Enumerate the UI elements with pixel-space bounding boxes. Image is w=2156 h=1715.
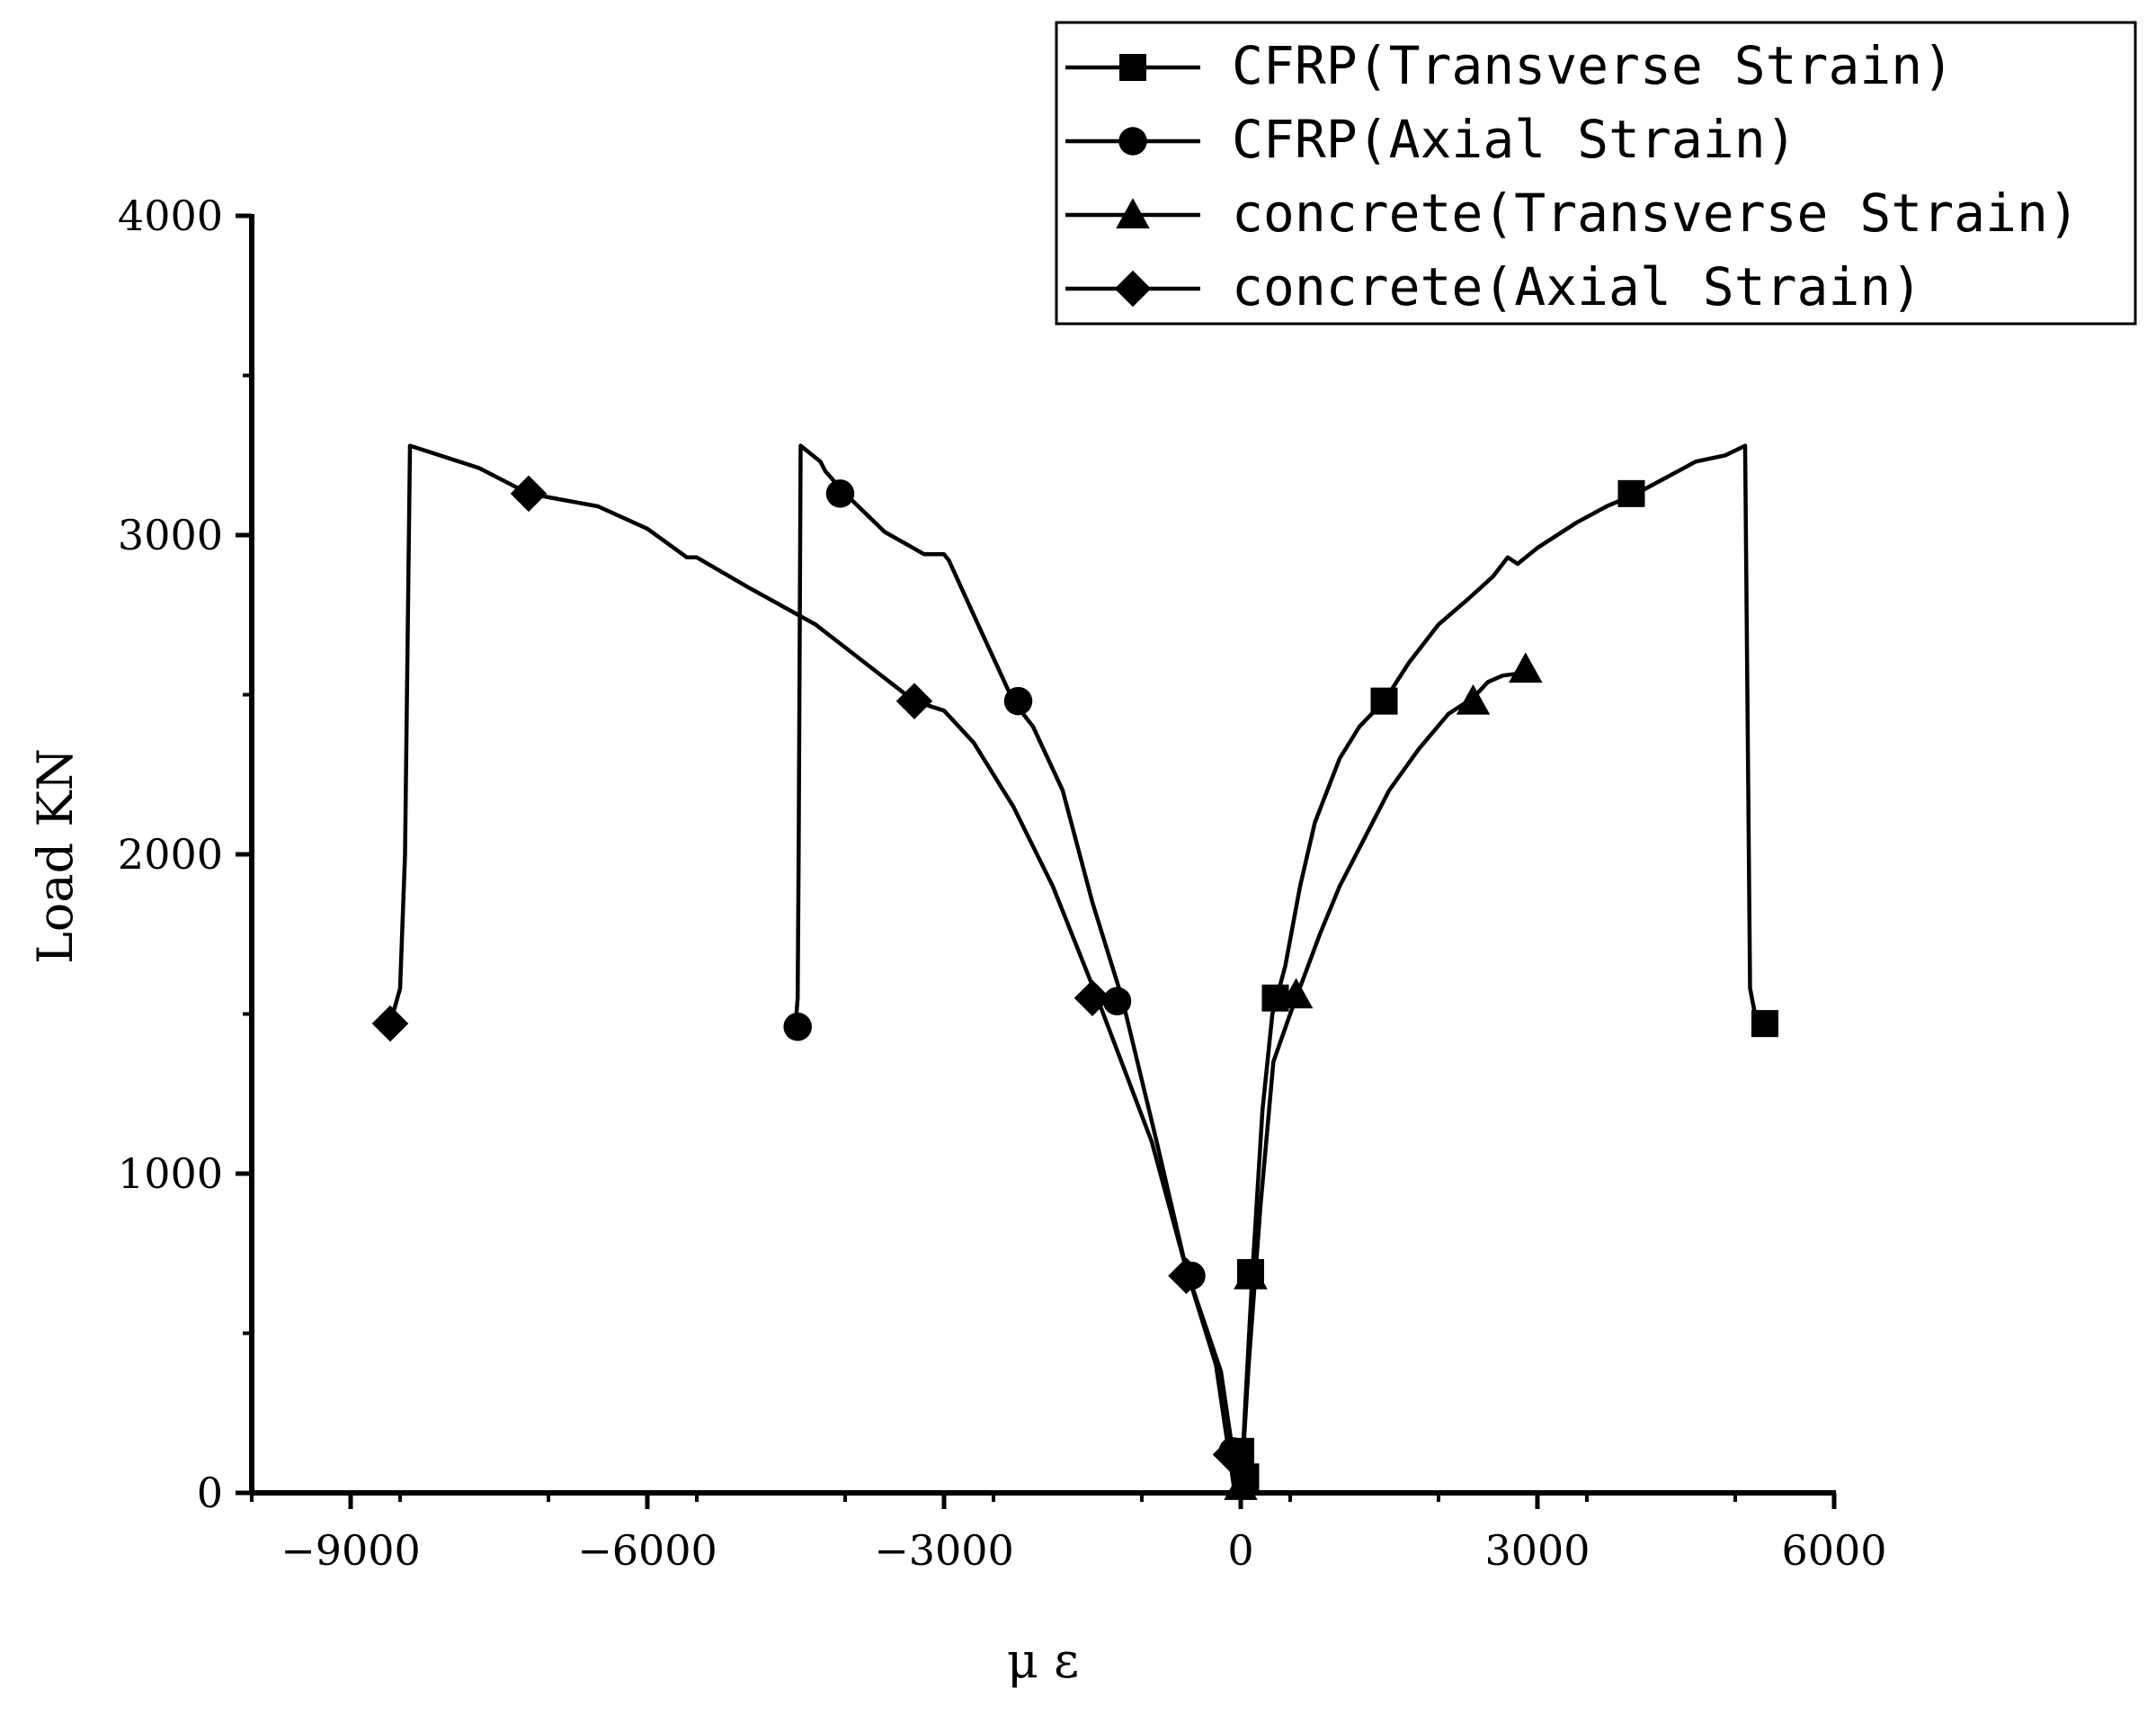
x-tick-label: 3000: [1484, 1526, 1590, 1575]
circle-marker: [1003, 686, 1033, 716]
y-axis-title: Load KN: [27, 748, 84, 964]
series-circle: [783, 443, 1247, 1494]
square-marker: [1751, 1010, 1778, 1038]
triangle-marker: [1234, 1258, 1268, 1290]
x-tick-label: 0: [1227, 1526, 1253, 1575]
series-line: [388, 443, 1242, 1494]
x-axis-title: μ ε: [1007, 1632, 1079, 1689]
legend-label: concrete(Axial Strain): [1232, 256, 1922, 317]
diamond-marker: [895, 683, 933, 719]
circle-marker: [825, 479, 855, 508]
diamond-marker: [1168, 1257, 1205, 1294]
series-line: [1238, 443, 1767, 1494]
diamond-marker: [1074, 979, 1111, 1016]
series-line: [793, 443, 1237, 1494]
diamond-marker: [1212, 1436, 1250, 1473]
x-tick-label: −6000: [577, 1526, 717, 1575]
triangle-marker: [1509, 652, 1543, 683]
x-tick-label: 6000: [1781, 1526, 1886, 1575]
diamond-marker: [1114, 270, 1152, 308]
square-marker: [1370, 687, 1398, 715]
circle-marker: [783, 1012, 812, 1041]
square-marker: [1119, 54, 1146, 81]
y-tick-label: 2000: [118, 830, 223, 879]
y-tick-label: 1000: [118, 1149, 223, 1198]
circle-marker: [1118, 127, 1147, 156]
x-tick-label: −9000: [281, 1526, 421, 1575]
circle-marker: [1102, 987, 1132, 1016]
square-marker: [1617, 479, 1645, 507]
y-tick-label: 0: [197, 1469, 223, 1517]
series-diamond: [371, 443, 1250, 1494]
triangle-marker: [1224, 1469, 1258, 1500]
series-layer: [371, 443, 1778, 1500]
legend: CFRP(Transverse Strain) CFRP(Axial Strain…: [1055, 21, 2137, 326]
x-tick-label: −3000: [874, 1526, 1014, 1575]
triangle-marker: [1116, 198, 1150, 228]
y-tick-label: 4000: [118, 192, 223, 240]
triangle-marker: [1278, 978, 1314, 1009]
legend-label: CFRP(Transverse Strain): [1232, 35, 1954, 96]
series-square: [1227, 443, 1778, 1494]
diamond-marker: [510, 475, 548, 513]
legend-label: concrete(Transverse Strain): [1232, 183, 2080, 244]
legend-box: [1055, 21, 2137, 326]
axes: −9000 −6000 −3000 0 3000 6000 0 1000 2000 3000 400…: [118, 192, 1887, 1575]
diamond-marker: [371, 1005, 409, 1042]
series-triangle: [1224, 652, 1543, 1500]
series-line: [1238, 670, 1528, 1494]
triangle-marker: [1456, 683, 1491, 715]
legend-label: CFRP(Axial Strain): [1232, 109, 1797, 170]
y-tick-label: 3000: [118, 511, 223, 559]
